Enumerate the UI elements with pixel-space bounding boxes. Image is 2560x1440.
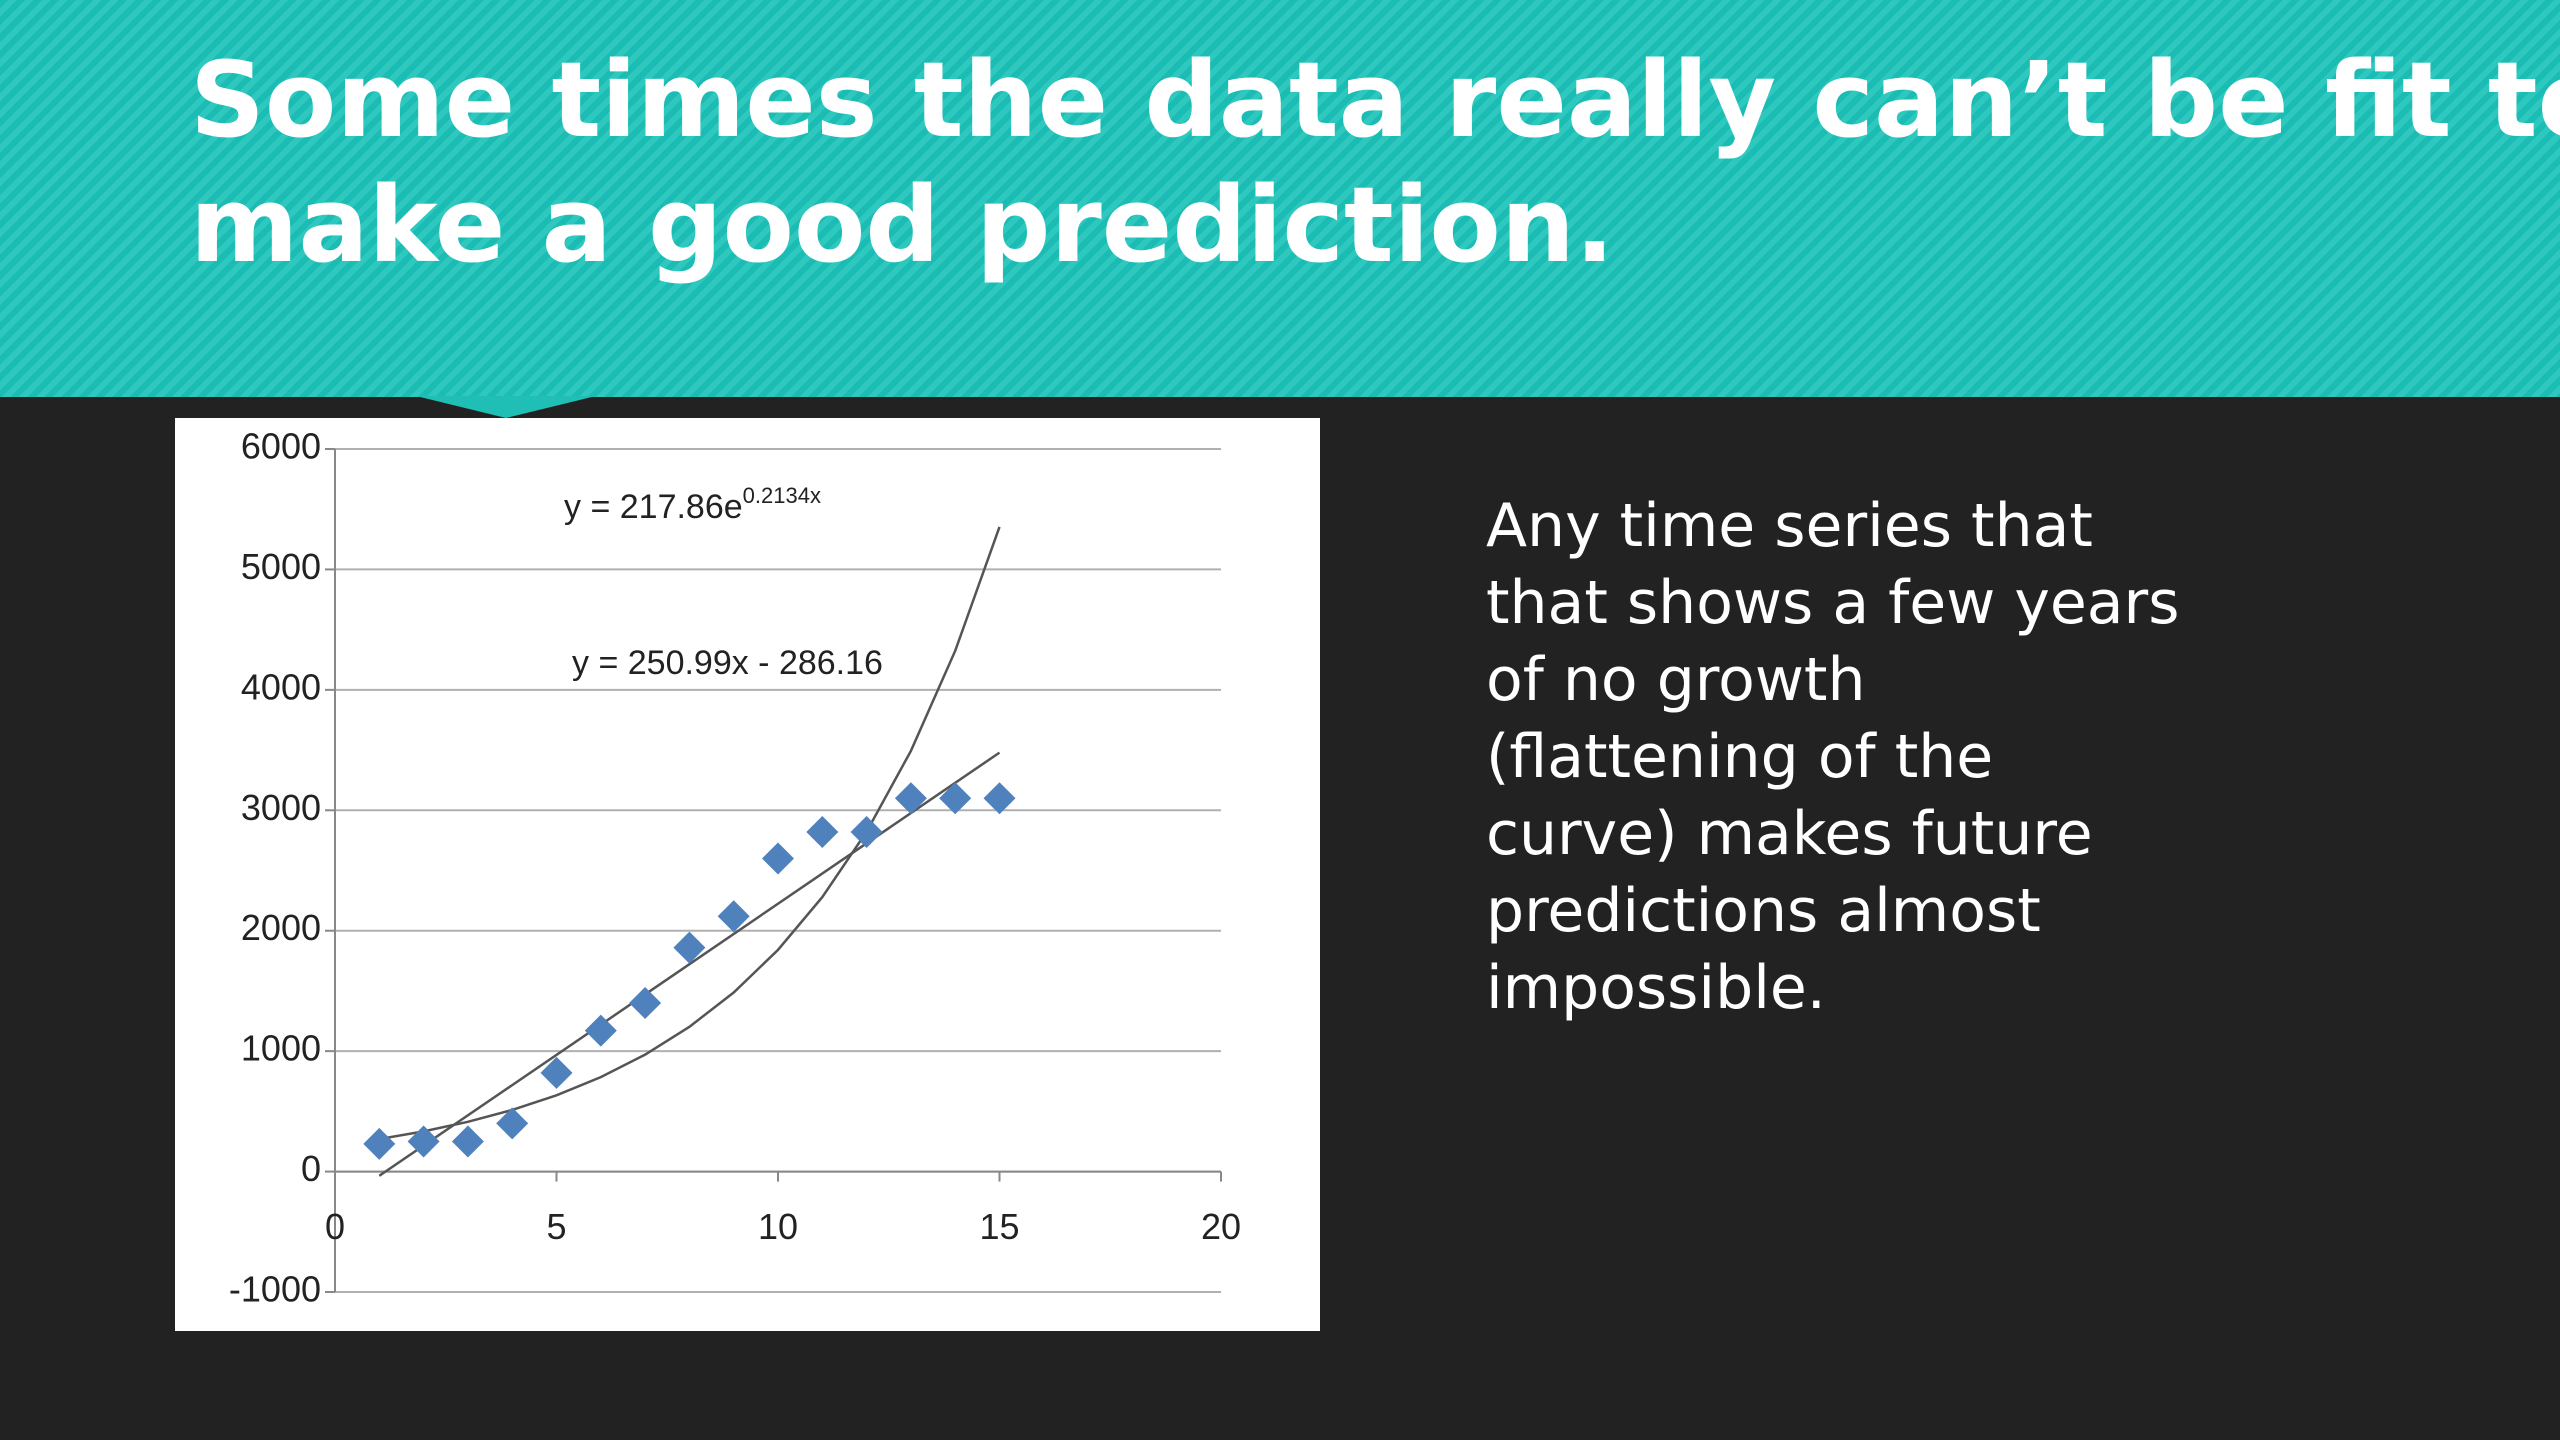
data-point [806, 815, 839, 848]
trendline-equation: y = 217.86e0.2134x [564, 483, 821, 526]
header: Some times the data really can’t be fit … [0, 0, 2560, 397]
x-tick-label: 5 [546, 1206, 566, 1247]
data-point [850, 815, 883, 848]
body-line: impossible. [1486, 953, 1826, 1023]
y-tick-label: 0 [301, 1148, 321, 1189]
slide-title: Some times the data really can’t be fit … [190, 39, 2560, 161]
chart-box: -1000 0 1000 2000 3000 4000 5000 6000 0 5 10 15 20 y … [175, 418, 1320, 1331]
trendline [378, 751, 1001, 1177]
data-point [673, 931, 706, 964]
y-tick-label: 2000 [241, 907, 321, 948]
x-tick-label: 0 [325, 1206, 345, 1247]
equation-text: y = 217.86e [564, 488, 743, 526]
data-point [629, 986, 662, 1019]
body-line: predictions almost [1486, 876, 2041, 946]
x-tick-label: 20 [1201, 1206, 1241, 1247]
body-line: of no growth [1486, 645, 1866, 715]
data-point [451, 1125, 484, 1158]
body-line: curve) makes future [1486, 799, 2093, 869]
data-point [496, 1107, 529, 1140]
trendline [379, 526, 1001, 1141]
body-line: Any time series that [1486, 491, 2093, 561]
data-point [717, 900, 750, 933]
y-tick-label: -1000 [229, 1269, 321, 1310]
body-line: that shows a few years [1486, 568, 2180, 638]
y-tick-label: 3000 [241, 787, 321, 828]
x-tick-label: 15 [979, 1206, 1019, 1247]
header-notch [416, 396, 596, 418]
data-point [363, 1127, 396, 1160]
data-point [540, 1056, 573, 1089]
data-point [584, 1014, 617, 1047]
data-point [762, 842, 794, 875]
y-tick-label: 6000 [241, 426, 321, 467]
y-tick-label: 5000 [241, 546, 321, 587]
y-tick-label: 4000 [241, 666, 321, 707]
body-line: (flattening of the [1486, 722, 1994, 792]
data-point [407, 1125, 440, 1158]
equation-text: y = 250.99x - 286.16 [572, 644, 883, 682]
equation-exponent: 0.2134x [743, 483, 821, 508]
data-point [983, 782, 1016, 815]
x-tick-label: 10 [758, 1206, 798, 1247]
slide-title: make a good prediction. [190, 164, 1615, 286]
data-point [939, 782, 972, 815]
y-tick-label: 1000 [241, 1028, 321, 1069]
trendline-equation: y = 250.99x - 286.16 [572, 644, 883, 682]
data-point [894, 782, 927, 815]
